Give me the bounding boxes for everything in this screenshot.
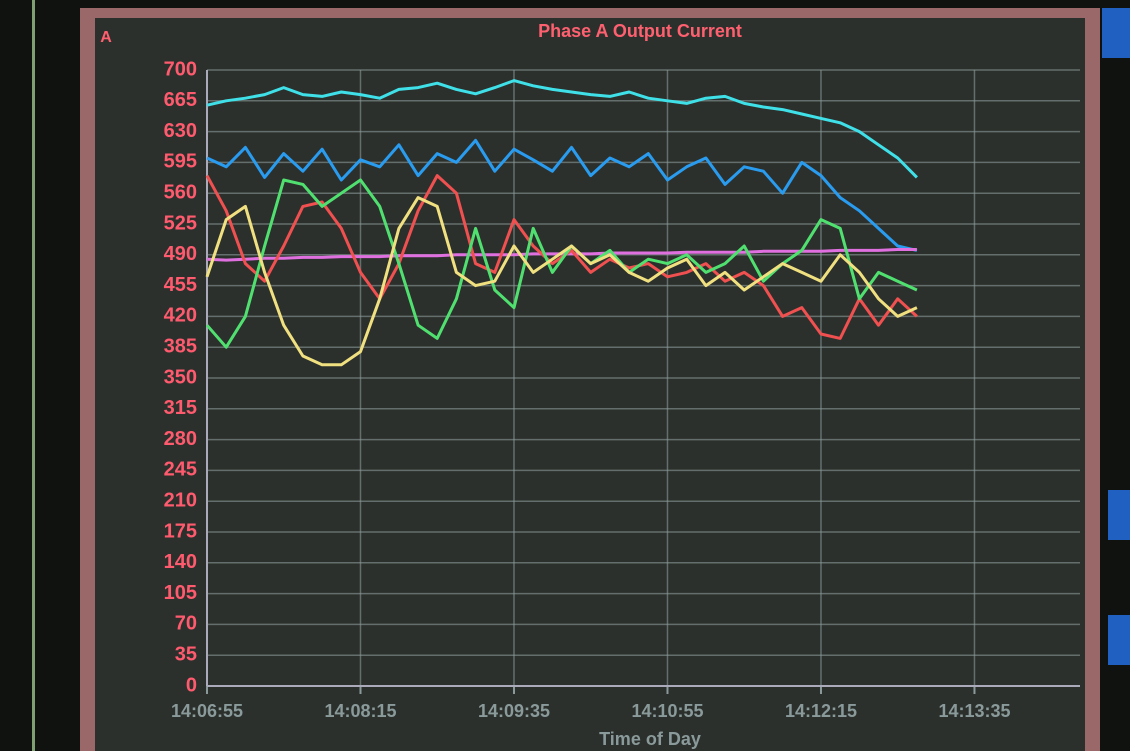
y-tick-label: 665	[164, 89, 197, 111]
y-tick-label: 245	[164, 459, 197, 481]
side-button	[1108, 490, 1130, 540]
y-tick-label: 630	[164, 120, 197, 142]
y-tick-label: 70	[175, 613, 197, 635]
chart: Phase A Output Current A Time of Day 0 35…	[0, 0, 1130, 751]
y-axis-label: A	[100, 29, 112, 46]
y-tick-label: 35	[175, 643, 197, 665]
x-tick-label: 14:10:55	[631, 701, 703, 721]
y-tick-label: 560	[164, 181, 197, 203]
y-tick-label: 700	[164, 58, 197, 80]
y-tick-label: 0	[186, 674, 197, 696]
x-tick-label: 14:13:35	[938, 701, 1010, 721]
chart-panel	[95, 18, 1085, 751]
y-tick-label: 595	[164, 151, 197, 173]
x-tick-label: 14:06:55	[171, 701, 243, 721]
side-button	[1108, 615, 1130, 665]
x-axis-label: Time of Day	[599, 729, 701, 749]
x-tick-label: 14:09:35	[478, 701, 550, 721]
y-tick-label: 490	[164, 243, 197, 265]
y-tick-label: 315	[164, 397, 197, 419]
y-tick-label: 525	[164, 212, 197, 234]
y-tick-label: 350	[164, 366, 197, 388]
y-tick-label: 385	[164, 335, 197, 357]
x-tick-label: 14:08:15	[324, 701, 396, 721]
y-tick-label: 420	[164, 305, 197, 327]
y-tick-label: 140	[164, 551, 197, 573]
chart-title: Phase A Output Current	[538, 21, 742, 41]
y-tick-label: 210	[164, 489, 197, 511]
side-button	[1102, 8, 1130, 58]
y-tick-label: 175	[164, 520, 197, 542]
y-tick-label: 105	[164, 582, 197, 604]
x-tick-label: 14:12:15	[785, 701, 857, 721]
left-edge	[32, 0, 35, 751]
y-tick-label: 455	[164, 274, 197, 296]
y-tick-label: 280	[164, 428, 197, 450]
page: Phase A Output Current A Time of Day 0 35…	[0, 0, 1130, 751]
